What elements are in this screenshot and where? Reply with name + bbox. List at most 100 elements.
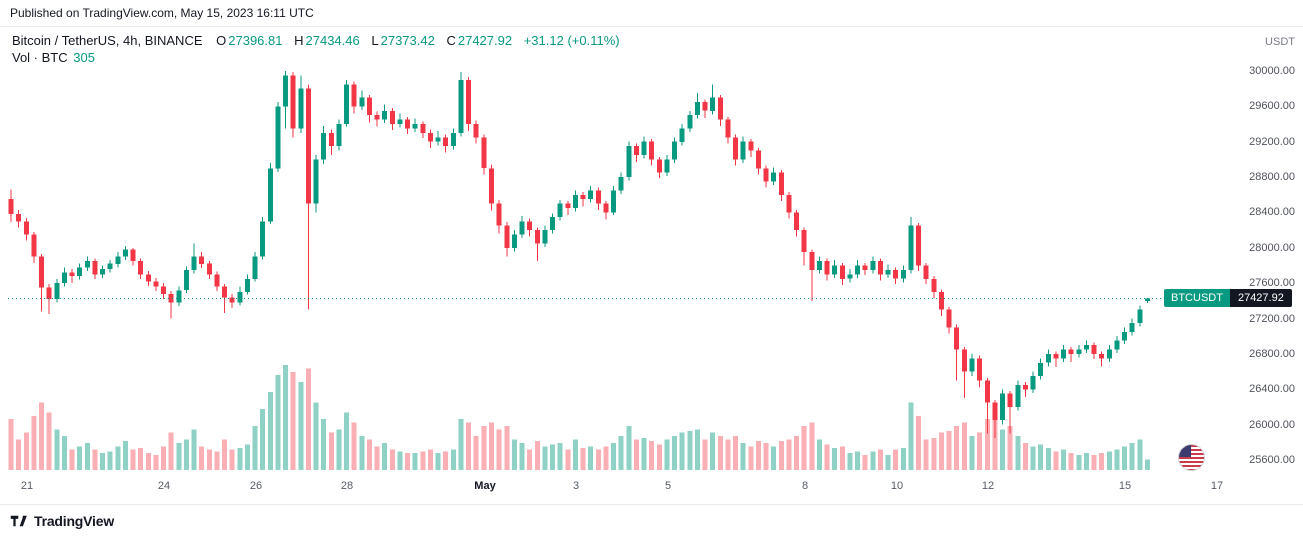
volume-bar [252, 426, 258, 470]
price-axis-label: 29200.00 [1249, 136, 1295, 148]
candle-body [1030, 376, 1036, 390]
candle-body [916, 225, 922, 266]
price-axis-label: 25600.00 [1249, 454, 1295, 466]
volume-bar [588, 446, 594, 470]
candle-body [290, 75, 296, 129]
volume-bar [8, 419, 14, 470]
candle-body [153, 281, 159, 287]
candle-body [977, 358, 983, 381]
candle-body [145, 274, 151, 282]
volume-bar [382, 442, 388, 470]
candle-body [565, 203, 571, 208]
price-axis-label: 28400.00 [1249, 206, 1295, 218]
volume-bar [54, 429, 60, 470]
volume-bar [481, 426, 487, 470]
candle-body [633, 146, 639, 155]
candle-body [603, 203, 609, 213]
candle-body [1061, 349, 1066, 359]
volume-bar [885, 454, 891, 470]
badge-price: 27427.92 [1229, 289, 1292, 307]
candle-body [504, 225, 510, 248]
candle-body [1007, 393, 1013, 407]
volume-bar [321, 419, 327, 470]
time-axis-label: 3 [572, 480, 580, 492]
volume-bar [946, 431, 952, 470]
candle-body [717, 97, 723, 120]
candle-body [1114, 340, 1120, 350]
candle-body [130, 249, 136, 262]
candle-body [443, 137, 449, 147]
candle-body [817, 261, 822, 270]
volume-bar [954, 426, 960, 470]
candle-body [809, 252, 815, 270]
volume-bar [839, 446, 845, 470]
tradingview-brand[interactable]: TradingView [34, 512, 115, 529]
candle-body [641, 141, 647, 155]
candle-body [740, 141, 746, 160]
candle-body [1076, 349, 1082, 354]
tradingview-logo-icon[interactable] [10, 512, 28, 530]
volume-bar [336, 429, 342, 470]
volume-bar [84, 442, 90, 470]
candle-body [1091, 345, 1097, 354]
time-axis-label: May [474, 480, 496, 492]
volume-bar [489, 422, 494, 470]
volume-bar [878, 449, 883, 470]
price-axis-label: 28800.00 [1249, 171, 1295, 183]
volume-bar [969, 436, 975, 470]
candle-body [1129, 323, 1135, 332]
volume-bar [656, 444, 662, 470]
candle-body [176, 290, 182, 303]
volume-bar [115, 446, 121, 470]
candle-body [672, 141, 677, 160]
volume-bar [267, 392, 273, 470]
candle-body [679, 128, 685, 142]
candle-body [397, 119, 403, 124]
volume-bar [138, 448, 144, 470]
candle-body [725, 119, 731, 138]
volume-bar [565, 449, 571, 470]
time-axis-label: 5 [664, 480, 672, 492]
open-value: 27396.81 [228, 33, 283, 48]
volume-bar [77, 446, 83, 470]
candle-body [984, 380, 990, 403]
candle-body [61, 272, 67, 284]
candle-body [550, 216, 555, 231]
candle-body [252, 256, 258, 279]
candle-body [306, 88, 311, 204]
candle-body [1122, 331, 1127, 341]
volume-bar [428, 449, 433, 470]
volume-bar [473, 436, 479, 470]
candle-body [557, 203, 563, 217]
volume-bar [496, 429, 502, 470]
candle-body [656, 159, 662, 173]
badge-symbol: BTCUSDT [1164, 289, 1230, 307]
candle-body [954, 327, 960, 350]
candle-body [832, 265, 838, 275]
volume-bar [359, 436, 365, 470]
volume-bar [900, 448, 906, 470]
candle-body [580, 194, 586, 200]
symbol-title[interactable]: Bitcoin / TetherUS, 4h, BINANCE [12, 33, 203, 48]
candle-body [168, 293, 174, 303]
candle-body [870, 261, 876, 270]
volume-bar [176, 442, 182, 470]
volume-bar [740, 442, 746, 470]
volume-bar [450, 449, 456, 470]
candle-body [222, 286, 228, 298]
published-bar: Published on TradingView.com, May 15, 20… [0, 0, 1303, 27]
candle-body [1015, 384, 1021, 407]
us-flag-icon [1178, 444, 1205, 471]
volume-bar [931, 437, 937, 470]
volume-bar [130, 449, 136, 470]
volume-bar [733, 436, 739, 470]
close-label: C [446, 33, 456, 48]
candle-body [183, 269, 189, 291]
price-axis-label: 29600.00 [1249, 100, 1295, 112]
axis-currency-label: USDT [1265, 36, 1295, 48]
candle-body [1038, 362, 1044, 377]
volume-bar [977, 432, 983, 470]
